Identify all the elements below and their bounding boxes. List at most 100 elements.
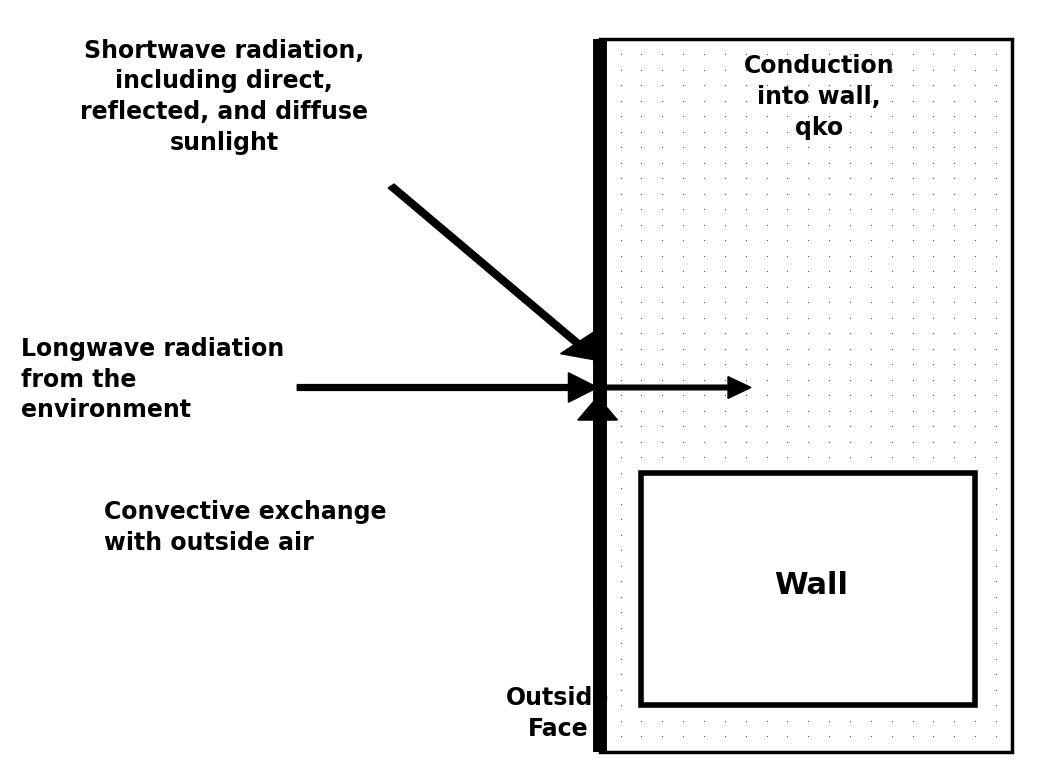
Point — [863, 451, 879, 463]
Point — [946, 668, 963, 680]
Point — [904, 141, 921, 153]
Point — [863, 219, 879, 231]
Point — [925, 48, 942, 60]
Point — [633, 188, 650, 200]
Point — [654, 157, 671, 169]
Point — [758, 498, 775, 510]
Point — [696, 529, 712, 541]
Point — [696, 141, 712, 153]
Point — [967, 64, 984, 76]
Point — [967, 715, 984, 727]
Point — [654, 730, 671, 742]
Point — [696, 637, 712, 649]
Point — [842, 110, 858, 122]
Point — [925, 126, 942, 138]
Point — [863, 64, 879, 76]
Point — [904, 715, 921, 727]
Point — [842, 374, 858, 386]
Point — [696, 653, 712, 665]
Point — [904, 575, 921, 587]
Point — [925, 637, 942, 649]
Point — [737, 684, 754, 696]
Point — [675, 420, 692, 432]
Point — [800, 529, 817, 541]
Point — [988, 637, 1004, 649]
Point — [717, 64, 733, 76]
Point — [717, 544, 733, 556]
Point — [612, 374, 629, 386]
Point — [821, 467, 838, 479]
Point — [967, 296, 984, 308]
Point — [758, 575, 775, 587]
Point — [967, 730, 984, 742]
Point — [633, 265, 650, 277]
Point — [758, 606, 775, 618]
Point — [842, 467, 858, 479]
Point — [737, 79, 754, 91]
Point — [779, 203, 796, 215]
Point — [967, 606, 984, 618]
Point — [967, 203, 984, 215]
Point — [779, 126, 796, 138]
Point — [675, 157, 692, 169]
Point — [696, 560, 712, 572]
Point — [821, 622, 838, 634]
Point — [675, 48, 692, 60]
Point — [779, 575, 796, 587]
Point — [779, 358, 796, 370]
Point — [654, 684, 671, 696]
Point — [967, 544, 984, 556]
Point — [717, 296, 733, 308]
Point — [988, 467, 1004, 479]
Point — [779, 374, 796, 386]
Point — [946, 343, 963, 355]
FancyArrow shape — [578, 397, 617, 608]
Point — [717, 188, 733, 200]
Point — [779, 296, 796, 308]
Point — [946, 281, 963, 293]
Point — [758, 203, 775, 215]
Point — [925, 684, 942, 696]
Point — [758, 172, 775, 184]
Point — [633, 389, 650, 401]
Point — [883, 343, 900, 355]
Point — [925, 234, 942, 246]
Point — [988, 327, 1004, 339]
Point — [779, 606, 796, 618]
Point — [737, 730, 754, 742]
Point — [883, 157, 900, 169]
Point — [612, 684, 629, 696]
Point — [696, 591, 712, 603]
Point — [675, 668, 692, 680]
Point — [821, 544, 838, 556]
Point — [967, 436, 984, 448]
Point — [988, 436, 1004, 448]
Point — [904, 95, 921, 107]
Point — [717, 436, 733, 448]
Point — [675, 110, 692, 122]
Point — [758, 327, 775, 339]
Point — [758, 544, 775, 556]
Point — [633, 560, 650, 572]
Point — [675, 389, 692, 401]
Point — [800, 343, 817, 355]
Point — [654, 699, 671, 711]
Point — [842, 405, 858, 417]
Point — [633, 482, 650, 494]
Point — [967, 575, 984, 587]
Point — [675, 575, 692, 587]
Point — [717, 250, 733, 262]
Point — [612, 560, 629, 572]
Point — [904, 653, 921, 665]
Point — [779, 436, 796, 448]
Point — [696, 715, 712, 727]
Point — [904, 436, 921, 448]
Point — [863, 203, 879, 215]
Point — [737, 699, 754, 711]
Point — [696, 312, 712, 324]
Point — [967, 451, 984, 463]
Point — [988, 374, 1004, 386]
Point — [988, 219, 1004, 231]
Point — [800, 358, 817, 370]
Point — [988, 358, 1004, 370]
